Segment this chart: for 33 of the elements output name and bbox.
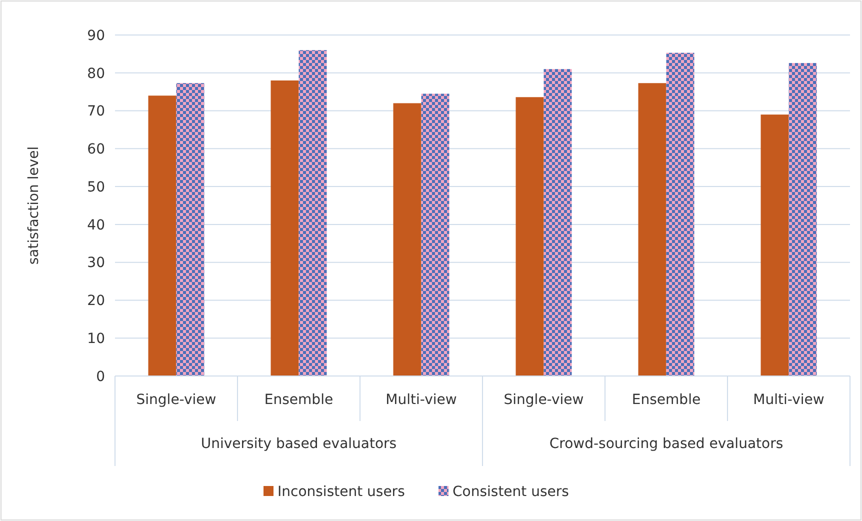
- y-tick-label: 30: [87, 255, 105, 272]
- y-tick-label: 0: [96, 368, 105, 385]
- bar: [638, 83, 666, 376]
- bar: [270, 80, 299, 376]
- text: University based evaluators: [200, 436, 397, 452]
- x-tick-label: Single-view: [504, 392, 584, 408]
- x-tick-label: Multi-view: [753, 392, 824, 408]
- x-tick-label: Multi-view: [386, 392, 457, 408]
- bar: [298, 50, 327, 376]
- x-tick-label: Ensemble: [264, 392, 334, 408]
- bar: [516, 97, 544, 376]
- y-axis-title: satisfaction level: [26, 146, 42, 265]
- bar: [666, 52, 694, 376]
- bar: [760, 114, 789, 376]
- legend-label: Inconsistent users: [278, 484, 405, 500]
- bar: [176, 83, 204, 376]
- y-tick-label: 70: [87, 104, 105, 120]
- y-tick-label: 20: [87, 293, 105, 310]
- bar: [393, 103, 422, 376]
- x-tick-label: Ensemble: [632, 392, 701, 408]
- legend-label: Consistent users: [452, 484, 569, 500]
- y-tick-label: 90: [87, 28, 105, 44]
- y-tick-label: 10: [87, 331, 105, 348]
- bar: [788, 63, 817, 376]
- bar: [544, 69, 572, 376]
- x-tick-label: Single-view: [136, 392, 216, 408]
- y-tick-label: 40: [87, 217, 105, 234]
- y-tick-label: 60: [87, 142, 105, 158]
- bar: [148, 96, 176, 376]
- text: Crowd-sourcing based evaluators: [549, 436, 784, 452]
- y-tick-label: 80: [87, 66, 105, 82]
- y-tick-label: 50: [87, 179, 105, 196]
- bar: [421, 94, 450, 376]
